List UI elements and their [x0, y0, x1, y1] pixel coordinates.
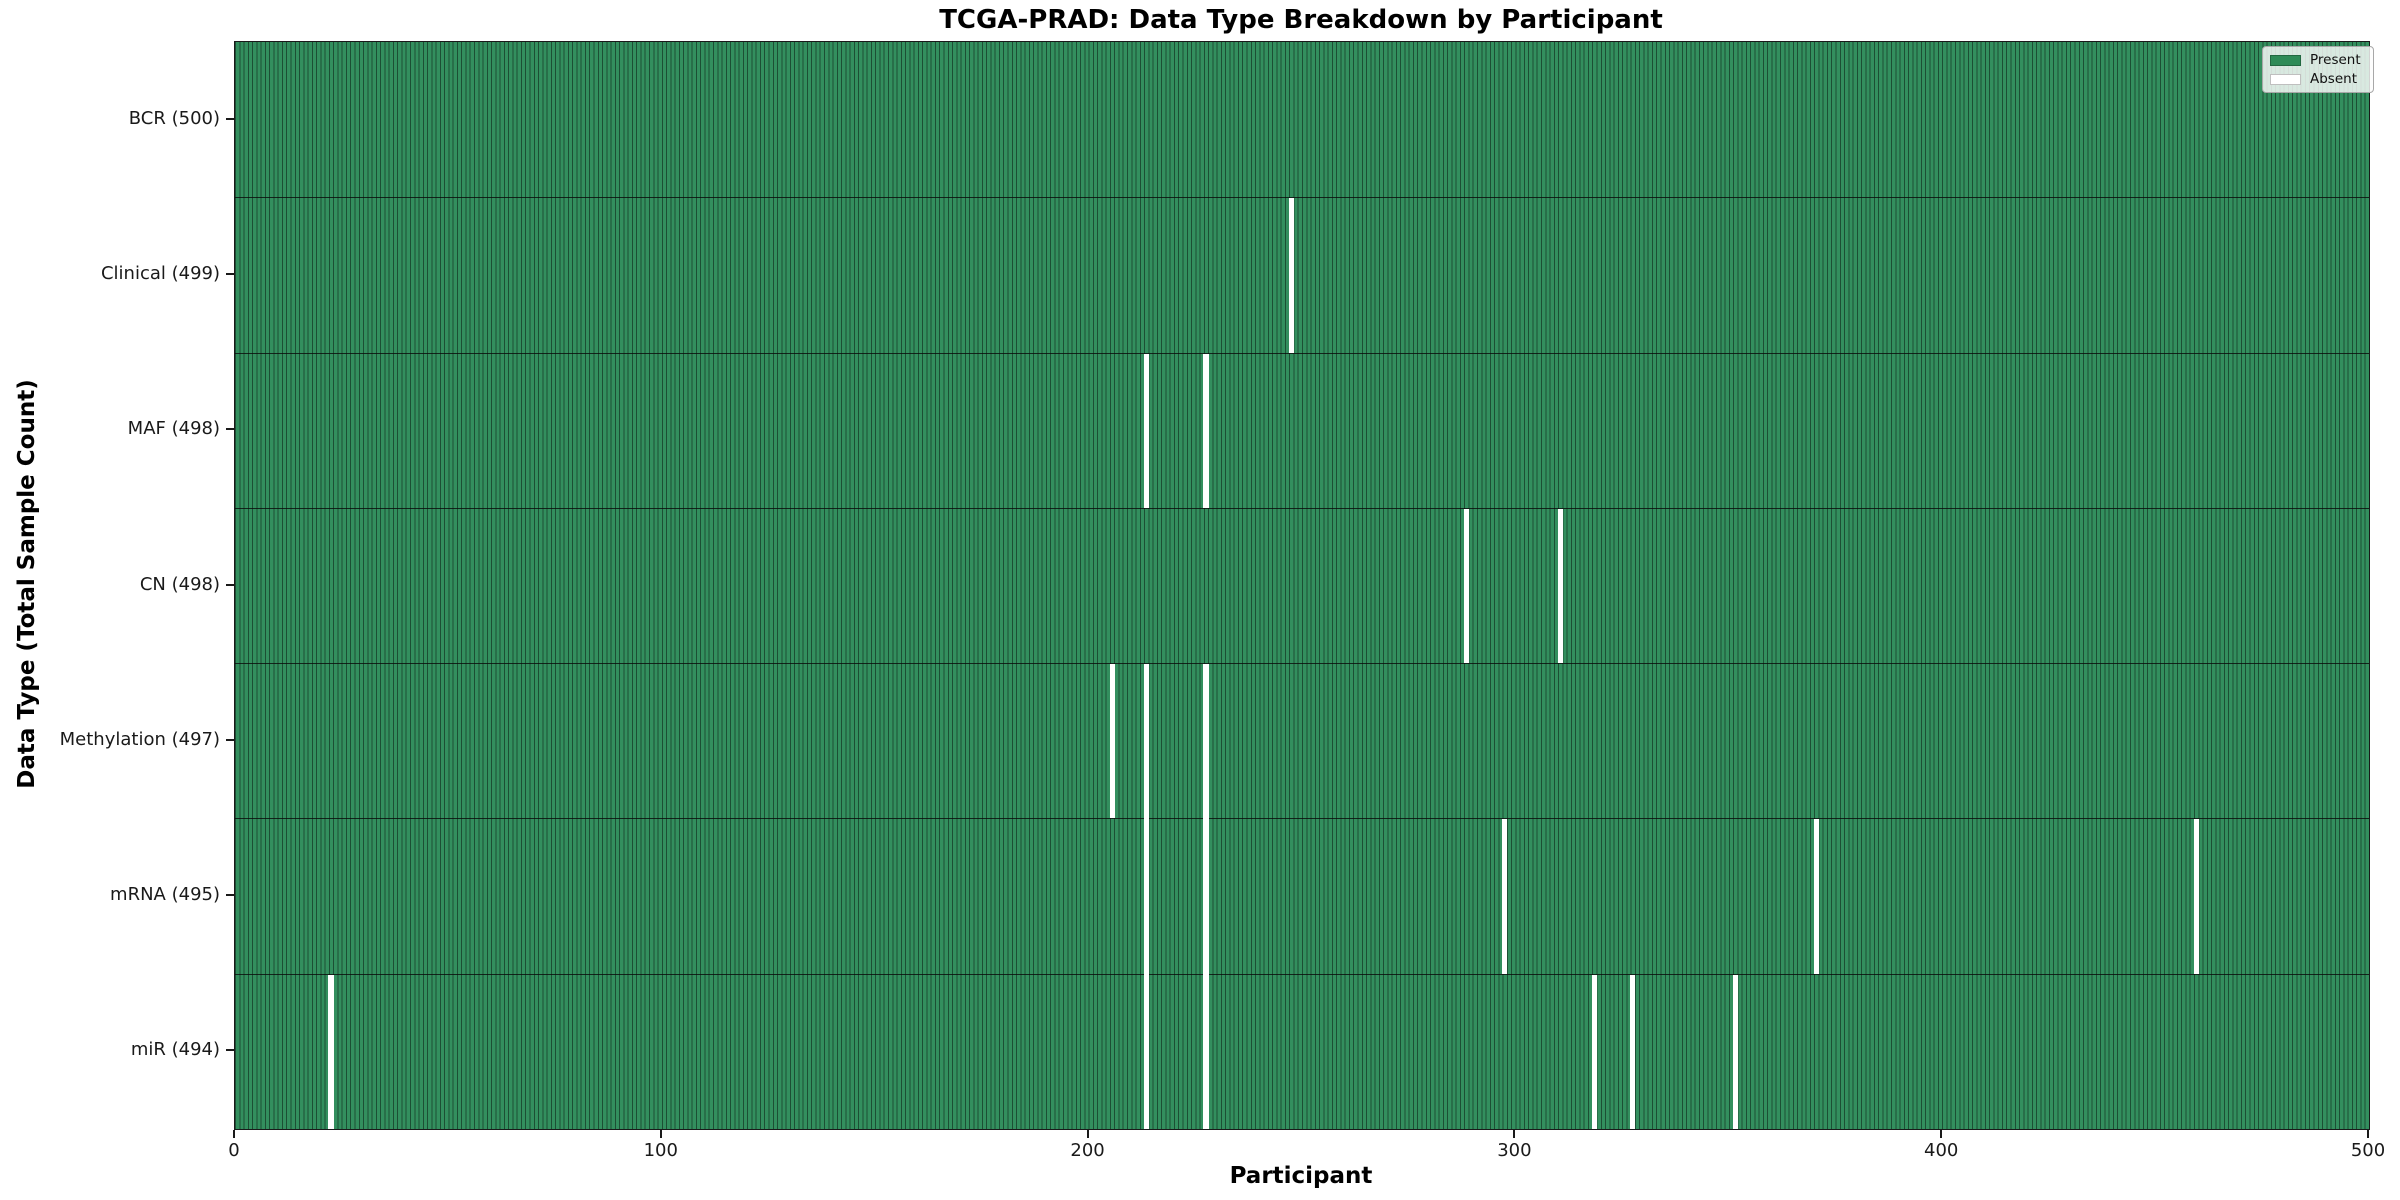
- absent-gap-Clinical-247: [1288, 198, 1294, 353]
- y-axis-title-text: Data Type (Total Sample Count): [14, 379, 40, 789]
- absent-gap-mRNA-370: [1813, 819, 1819, 974]
- absent-gap-MAF-227: [1203, 353, 1209, 508]
- x-tick-mark: [1940, 1130, 1943, 1138]
- absent-gap-miR-227: [1203, 972, 1209, 1129]
- absent-gap-Methylation-213: [1143, 664, 1149, 819]
- legend: Present Absent: [2262, 46, 2374, 93]
- x-tick-label-0: 0: [228, 1140, 240, 1161]
- absent-gap-miR-318: [1591, 974, 1597, 1129]
- x-tick-mark: [1086, 1130, 1089, 1138]
- absent-gap-miR-22: [328, 974, 334, 1129]
- legend-item-absent: Absent: [2270, 72, 2364, 86]
- x-axis-title: Participant: [1229, 1163, 1373, 1189]
- y-tick-label-mRNA: mRNA (495): [110, 884, 220, 906]
- absent-gap-miR-351: [1732, 974, 1738, 1129]
- y-tick-label-CN: CN (498): [139, 573, 220, 595]
- y-tick-label-BCR: BCR (500): [128, 107, 220, 129]
- x-tick-label-500: 500: [2350, 1140, 2386, 1161]
- legend-label: Absent: [2310, 71, 2357, 87]
- y-tick-mark: [226, 272, 234, 275]
- absent-gap-Methylation-205: [1109, 664, 1115, 819]
- y-tick-mark: [226, 428, 234, 431]
- x-tick-mark: [659, 1130, 662, 1138]
- x-tick-label-200: 200: [1070, 1140, 1105, 1161]
- y-tick-mark: [226, 117, 234, 120]
- row-miR: [235, 972, 2369, 1129]
- plot-area: [234, 41, 2370, 1130]
- row-mRNA: [235, 817, 2369, 974]
- x-tick-label-400: 400: [1924, 1140, 1959, 1161]
- y-tick-mark: [226, 894, 234, 897]
- x-tick-label-300: 300: [1497, 1140, 1532, 1161]
- row-Clinical: [235, 197, 2369, 353]
- y-tick-mark: [226, 583, 234, 586]
- x-tick-mark: [1513, 1130, 1516, 1138]
- absent-gap-MAF-213: [1143, 353, 1149, 508]
- x-tick-label-100: 100: [643, 1140, 678, 1161]
- absent-gap-mRNA-227: [1203, 817, 1209, 974]
- absent-gap-mRNA-459: [2193, 819, 2199, 974]
- absent-gap-Methylation-227: [1203, 664, 1209, 819]
- legend-swatch-present: [2270, 54, 2301, 66]
- row-Methylation: [235, 663, 2369, 819]
- absent-gap-miR-213: [1143, 972, 1149, 1129]
- absent-gap-miR-327: [1630, 974, 1636, 1129]
- chart-title: TCGA-PRAD: Data Type Breakdown by Partic…: [939, 5, 1663, 35]
- row-CN: [235, 507, 2369, 664]
- legend-item-present: Present: [2270, 53, 2364, 67]
- absent-gap-CN-310: [1557, 508, 1563, 664]
- x-tick-mark: [2367, 1130, 2369, 1138]
- x-tick-mark: [233, 1130, 235, 1138]
- y-tick-mark: [226, 1049, 234, 1052]
- row-MAF: [235, 352, 2369, 508]
- y-tick-mark: [226, 738, 234, 741]
- legend-label: Present: [2310, 52, 2361, 68]
- y-tick-label-Methylation: Methylation (497): [59, 728, 220, 750]
- y-tick-label-miR: miR (494): [130, 1039, 220, 1061]
- row-BCR: [235, 42, 2369, 198]
- absent-gap-CN-288: [1463, 508, 1469, 664]
- y-tick-label-Clinical: Clinical (499): [100, 262, 220, 284]
- y-tick-label-MAF: MAF (498): [127, 418, 220, 440]
- absent-gap-mRNA-297: [1502, 819, 1508, 974]
- legend-swatch-absent: [2270, 73, 2301, 85]
- absent-gap-mRNA-213: [1143, 817, 1149, 974]
